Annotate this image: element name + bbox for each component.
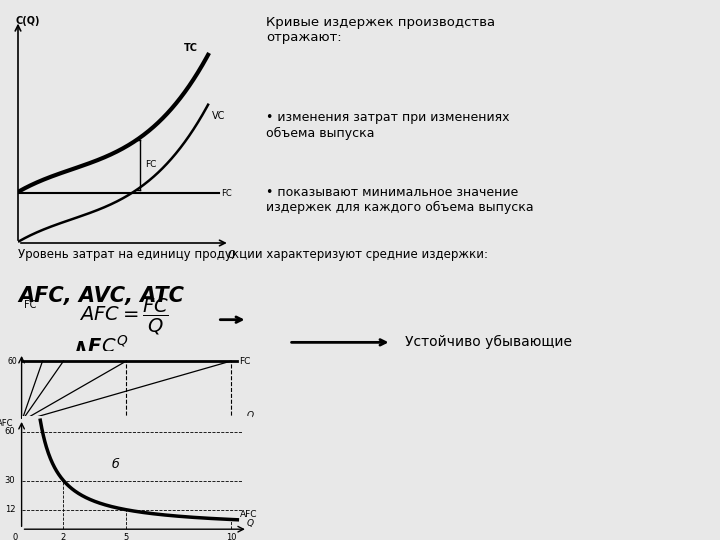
Text: Q: Q [246,518,253,528]
Text: б: б [112,457,120,471]
Text: C(Q): C(Q) [16,16,40,26]
Text: 12: 12 [5,505,15,514]
Text: Кривые издержек производства
отражают:: Кривые издержек производства отражают: [266,16,495,44]
Text: 0: 0 [12,534,17,540]
Text: 5: 5 [124,534,129,540]
Text: FC: FC [24,300,36,310]
Text: FC: FC [145,160,157,170]
Text: Q: Q [228,250,235,260]
Text: Устойчиво убывающие: Устойчиво убывающие [405,335,572,349]
Text: $\boldsymbol{\wedge FC^{Q}}$: $\boldsymbol{\wedge FC^{Q}}$ [72,335,129,356]
Text: AFC, AVC, ATC: AFC, AVC, ATC [18,286,184,306]
Text: 2: 2 [61,534,66,540]
Text: 10: 10 [226,534,236,540]
Text: FC: FC [240,356,251,366]
Text: 60: 60 [5,428,15,436]
Text: 60: 60 [8,356,17,366]
Text: Q: Q [246,411,253,420]
Text: AFC: AFC [0,419,13,428]
Text: FC: FC [221,188,232,198]
Text: 30: 30 [5,476,15,485]
Text: • изменения затрат при изменениях
объема выпуска: • изменения затрат при изменениях объема… [266,111,510,139]
Text: AFC: AFC [240,510,257,519]
Text: VC: VC [212,111,226,122]
Text: TC: TC [184,43,198,52]
Text: Уровень затрат на единицу продукции характеризуют средние издержки:: Уровень затрат на единицу продукции хара… [18,248,488,261]
Text: • показывают минимальное значение
издержек для каждого объема выпуска: • показывают минимальное значение издерж… [266,186,534,214]
Text: $AFC = \dfrac{FC}{Q}$: $AFC = \dfrac{FC}{Q}$ [79,297,169,337]
